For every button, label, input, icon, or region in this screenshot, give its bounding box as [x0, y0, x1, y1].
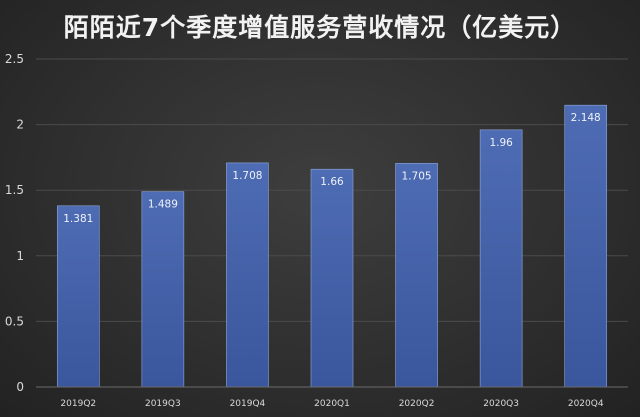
bar-2020Q2: [395, 163, 438, 388]
x-tick-label: 2020Q1: [314, 399, 350, 409]
data-label: 1.381: [63, 213, 93, 225]
y-tick-label: 0.5: [5, 314, 24, 328]
x-tick-label: 2019Q4: [230, 399, 266, 409]
data-label: 2.148: [571, 112, 601, 124]
x-tick-label: 2020Q3: [483, 399, 519, 409]
y-tick-label: 2: [16, 118, 24, 132]
x-tick-label: 2020Q2: [399, 399, 435, 409]
data-label: 1.708: [232, 170, 262, 182]
y-tick-label: 2.5: [5, 52, 24, 66]
data-label: 1.66: [320, 176, 344, 188]
bar-2019Q3: [141, 191, 185, 388]
x-tick-label: 2019Q2: [60, 399, 96, 409]
x-tick-label: 2019Q3: [145, 399, 181, 409]
y-tick-label: 0: [16, 380, 24, 394]
x-tick-label: 2020Q4: [568, 399, 604, 409]
data-label: 1.96: [489, 137, 513, 149]
bar-2020Q3: [479, 129, 523, 388]
data-label: 1.489: [148, 199, 178, 211]
bar-2019Q4: [226, 162, 269, 388]
y-tick-label: 1.5: [5, 183, 24, 197]
y-tick-label: 1: [16, 249, 24, 263]
bar-2019Q2: [56, 205, 100, 388]
bar-2020Q1: [310, 168, 354, 388]
bars: 1.381 1.489 1.708 1.66 1.705 1.96 2.148: [56, 104, 608, 388]
y-axis: 0 0.5 1 1.5 2 2.5: [5, 52, 24, 394]
chart-title: 陌陌近7个季度增值服务营收情况（亿美元）: [63, 13, 577, 42]
x-axis: 2019Q2 2019Q3 2019Q4 2020Q1 2020Q2 2020Q3 2020…: [36, 386, 628, 409]
bar-2020Q4: [564, 104, 608, 388]
data-label: 1.705: [402, 170, 432, 182]
